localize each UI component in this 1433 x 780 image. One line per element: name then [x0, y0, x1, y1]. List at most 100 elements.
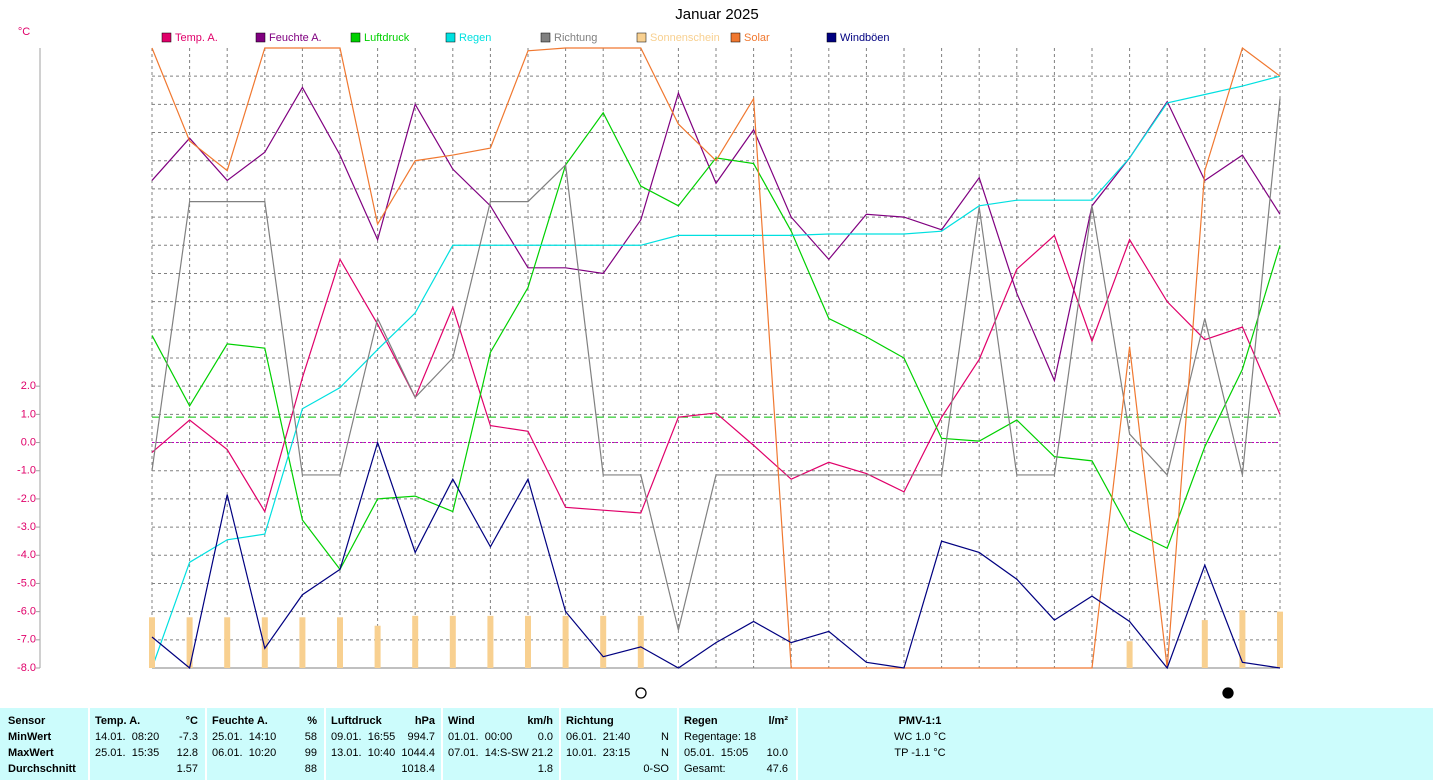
- legend-swatch: [255, 32, 266, 43]
- table-cell: N: [661, 731, 669, 743]
- table-cell: 10.01. 23:15: [566, 747, 631, 759]
- legend-swatch: [826, 32, 837, 43]
- table-cell: Luftdruck: [331, 715, 382, 727]
- table-cell: Temp. A.: [95, 715, 141, 727]
- table-cell: 09.01. 16:55: [331, 731, 396, 743]
- legend-label: Windböen: [840, 32, 890, 44]
- table-cell: hPa: [414, 715, 435, 727]
- y-tick-label: -5.0: [17, 577, 36, 589]
- series-line: [151, 47, 1281, 669]
- bar: [637, 615, 644, 668]
- bar: [299, 617, 306, 668]
- bar: [600, 615, 607, 668]
- bar: [374, 625, 381, 668]
- table-cell: 58: [304, 731, 317, 743]
- legend-label: Regen: [459, 32, 491, 44]
- column-separator: [441, 708, 443, 780]
- table-cell: Richtung: [566, 715, 614, 727]
- table-cell: Regen: [684, 715, 718, 727]
- legend-label: Richtung: [554, 32, 597, 44]
- table-cell: 07.01. 14:S-SW: [448, 747, 529, 759]
- table-cell: 0-SO: [643, 763, 669, 775]
- table-cell: N: [661, 747, 669, 759]
- table-cell: 1.8: [537, 763, 553, 775]
- table-cell: 1.57: [176, 763, 198, 775]
- column-separator: [205, 708, 207, 780]
- table-cell: 06.01. 21:40: [566, 731, 631, 743]
- table-cell: MinWert: [8, 731, 52, 743]
- table-cell: MaxWert: [8, 747, 54, 759]
- table-cell: -7.3: [179, 731, 198, 743]
- bar: [412, 615, 419, 668]
- table-cell: 14.01. 08:20: [95, 731, 160, 743]
- bar: [1239, 610, 1246, 668]
- table-cell: 21.2: [531, 747, 553, 759]
- table-cell: 25.01. 15:35: [95, 747, 160, 759]
- table-cell: Regentage: 18: [684, 731, 757, 743]
- table-cell: 01.01. 00:00: [448, 731, 513, 743]
- y-unit: °C: [18, 26, 30, 38]
- legend-label: Temp. A.: [175, 32, 218, 44]
- legend-swatch: [730, 32, 741, 43]
- legend-swatch: [350, 32, 361, 43]
- series-line: [151, 98, 1281, 631]
- legend-label: Solar: [744, 32, 770, 44]
- series-line: [151, 75, 1281, 669]
- legend-swatch: [445, 32, 456, 43]
- table-cell: l/m²: [768, 715, 788, 727]
- y-tick-label: 2.0: [21, 380, 36, 392]
- table-cell: km/h: [527, 715, 553, 727]
- bar: [487, 615, 494, 668]
- column-separator: [677, 708, 679, 780]
- table-cell: %: [307, 715, 317, 727]
- table-cell: 12.8: [176, 747, 198, 759]
- chart: Januar 2025 °C -8.0 -7.0 -6.0 -5.0 -4.0 -3.0 -…: [17, 6, 1283, 699]
- table-cell: 25.01. 14:10: [212, 731, 277, 743]
- bar: [261, 617, 268, 668]
- full-moon-icon: [635, 687, 647, 699]
- table-cell: 13.01. 10:40: [331, 747, 396, 759]
- new-moon-icon: [1222, 687, 1234, 699]
- table-cell: 47.6: [766, 763, 788, 775]
- table-cell: 99: [304, 747, 317, 759]
- table-cell: Wind: [448, 715, 475, 727]
- table-cell: °C: [185, 715, 198, 727]
- chart-title: Januar 2025: [675, 6, 758, 23]
- table-cell: TP -1.1 °C: [894, 747, 946, 759]
- bar: [525, 615, 531, 668]
- y-tick-label: -2.0: [17, 493, 36, 505]
- series-line: [151, 440, 1281, 670]
- legend-label: Sonnenschein: [650, 32, 720, 44]
- table-cell: 1018.4: [401, 763, 435, 775]
- table-cell: Feuchte A.: [212, 715, 268, 727]
- table-cell: Gesamt:: [684, 763, 726, 775]
- legend-swatch: [540, 32, 551, 43]
- table-cell: 06.01. 10:20: [212, 747, 277, 759]
- y-tick-label: 0.0: [21, 436, 36, 448]
- y-tick-label: -3.0: [17, 521, 36, 533]
- bar: [1277, 611, 1283, 668]
- table-cell: Durchschnitt: [8, 763, 76, 775]
- y-tick-label: -6.0: [17, 606, 36, 618]
- y-tick-label: -7.0: [17, 634, 36, 646]
- bar: [149, 617, 155, 668]
- y-tick-label: -4.0: [17, 549, 36, 561]
- table-cell: WC 1.0 °C: [893, 731, 947, 743]
- grid: [151, 48, 1281, 669]
- column-separator: [88, 708, 90, 780]
- table-cell: 05.01. 15:05: [684, 747, 749, 759]
- column-separator: [559, 708, 561, 780]
- y-tick-label: -8.0: [17, 662, 36, 674]
- table-cell: 994.7: [407, 731, 435, 743]
- bar: [1126, 641, 1133, 668]
- bar: [186, 617, 193, 668]
- legend-swatch: [636, 32, 647, 43]
- table-cell: 10.0: [766, 747, 788, 759]
- table-cell: 1044.4: [401, 747, 435, 759]
- y-tick-label: 1.0: [21, 408, 36, 420]
- bar: [337, 617, 343, 668]
- y-tick-label: -1.0: [17, 465, 36, 477]
- legend-label: Feuchte A.: [269, 32, 322, 44]
- series-line: [151, 234, 1281, 514]
